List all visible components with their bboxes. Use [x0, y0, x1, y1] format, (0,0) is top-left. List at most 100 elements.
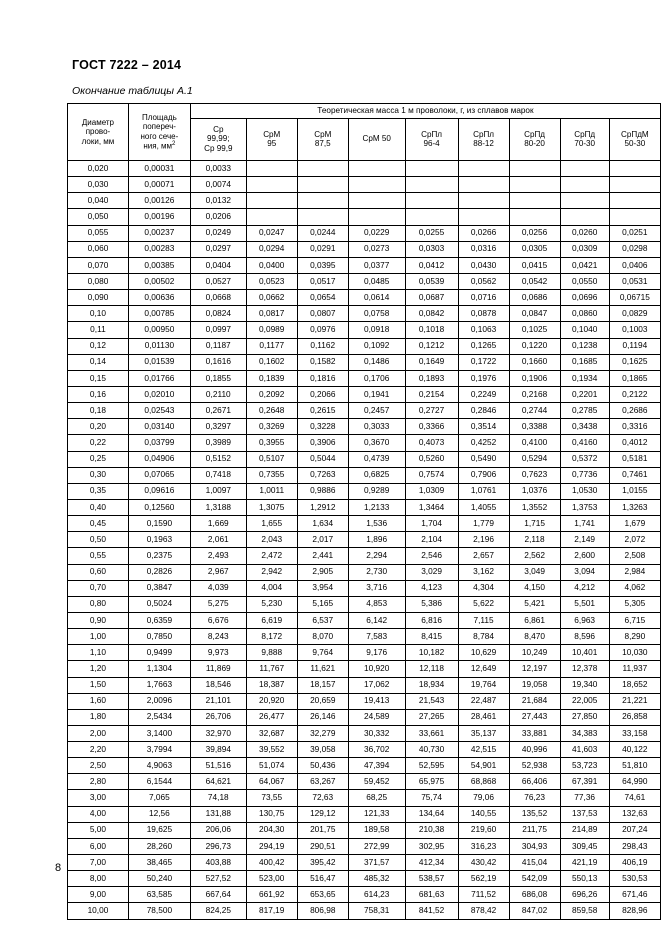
cell-area: 0,00237 [127, 224, 191, 242]
cell-mass: 0,1063 [457, 321, 510, 339]
cell-diameter: 10,00 [67, 902, 129, 920]
cell-mass: 1,0155 [608, 482, 661, 500]
cell-mass: 0,5490 [457, 450, 510, 468]
alloy-7-line2: 70-30 [574, 139, 596, 149]
cell-mass [559, 192, 610, 210]
cell-mass: 0,0291 [296, 240, 349, 258]
cell-mass: 6,676 [189, 611, 247, 630]
cell-mass: 0,9289 [347, 482, 406, 500]
cell-mass: 5,501 [559, 595, 610, 613]
cell-mass: 681,63 [404, 886, 459, 904]
cell-mass: 0,0309 [559, 240, 610, 258]
cell-mass: 54,901 [457, 757, 510, 775]
cell-mass: 0,0807 [296, 305, 349, 323]
cell-mass: 0,1941 [347, 385, 406, 404]
cell-mass: 0,0297 [189, 240, 247, 258]
cell-mass: 10,920 [347, 660, 406, 678]
cell-mass: 34,383 [559, 724, 610, 743]
cell-mass: 847,02 [508, 902, 561, 920]
cell-mass: 614,23 [347, 886, 406, 904]
cell-mass: 0,0132 [189, 192, 247, 210]
cell-diameter: 0,22 [67, 434, 129, 452]
cell-mass: 1,0376 [508, 482, 561, 500]
cell-mass: 1,3263 [608, 498, 661, 517]
cell-mass: 135,52 [508, 805, 561, 823]
table-row: 0,10 0,00785 0,0824 0,0817 0,0807 0,0758 0,084… [67, 305, 661, 323]
cell-area: 0,02010 [127, 385, 191, 404]
cell-mass: 3,094 [559, 563, 610, 581]
cell-mass: 1,3075 [245, 498, 298, 517]
cell-mass: 40,996 [508, 741, 561, 759]
table-row: 1,50 1,7663 18,546 18,387 18,157 17,062 18,934… [67, 676, 661, 694]
header-diameter-line3: локи, мм [81, 136, 115, 146]
cell-mass: 6,619 [245, 611, 298, 630]
cell-area: 0,00283 [127, 240, 191, 258]
cell-diameter: 0,020 [67, 159, 129, 178]
cell-mass: 2,657 [457, 547, 510, 565]
cell-mass [245, 192, 298, 210]
cell-mass: 0,1816 [296, 369, 349, 387]
cell-mass: 33,661 [404, 724, 459, 743]
alloy-7-line1: СрПд [574, 129, 596, 139]
cell-mass: 50,436 [296, 757, 349, 775]
cell-area: 1,7663 [127, 676, 191, 694]
cell-mass: 0,0412 [404, 256, 459, 274]
cell-mass: 0,0305 [508, 240, 561, 258]
cell-mass: 0,2168 [508, 385, 561, 404]
cell-mass: 11,869 [189, 660, 247, 678]
cell-mass: 0,3670 [347, 434, 406, 452]
cell-mass: 1,536 [347, 515, 406, 533]
cell-mass: 0,0229 [347, 224, 406, 242]
cell-area: 50,240 [127, 870, 191, 888]
cell-mass: 298,43 [608, 837, 661, 856]
table-row: 9,00 63,585 667,64 661,92 653,65 614,23 681,63… [67, 886, 661, 904]
cell-mass: 550,13 [559, 870, 610, 888]
cell-mass: 51,810 [608, 757, 661, 775]
cell-mass: 0,1616 [189, 353, 247, 371]
cell-mass: 0,1865 [608, 369, 661, 387]
cell-mass: 758,31 [347, 902, 406, 920]
cell-mass: 21,684 [508, 692, 561, 710]
cell-mass: 0,3297 [189, 418, 247, 436]
cell-mass: 0,0251 [608, 224, 661, 242]
cell-diameter: 0,55 [67, 547, 129, 565]
cell-mass: 0,0878 [457, 305, 510, 323]
cell-mass: 21,221 [608, 692, 661, 710]
cell-mass [608, 159, 661, 178]
cell-mass: 0,1162 [296, 337, 349, 355]
cell-mass: 0,1040 [559, 321, 610, 339]
cell-diameter: 7,00 [67, 854, 129, 872]
cell-mass: 8,172 [245, 628, 298, 646]
cell-mass: 0,0415 [508, 256, 561, 274]
cell-mass: 214,89 [559, 821, 610, 839]
alloy-8-line1: СрПдМ [621, 129, 649, 139]
cell-mass: 35,137 [457, 724, 510, 743]
cell-mass: 211,75 [508, 821, 561, 839]
table-row: 0,80 0,5024 5,275 5,230 5,165 4,853 5,386 5,622… [67, 595, 661, 613]
cell-mass: 1,704 [404, 515, 459, 533]
cell-mass: 0,2201 [559, 385, 610, 404]
cell-mass: 4,039 [189, 579, 247, 597]
cell-area: 7,065 [127, 789, 191, 807]
cell-diameter: 1,80 [67, 708, 129, 726]
cell-mass: 0,0244 [296, 224, 349, 242]
cell-mass: 0,7263 [296, 466, 349, 484]
cell-area: 0,2826 [127, 563, 191, 581]
cell-mass: 0,3316 [608, 418, 661, 436]
cell-mass: 1,4055 [457, 498, 510, 517]
cell-mass: 1,0309 [404, 482, 459, 500]
cell-mass [296, 192, 349, 210]
cell-mass: 4,062 [608, 579, 661, 597]
cell-mass: 4,123 [404, 579, 459, 597]
cell-mass: 0,7355 [245, 466, 298, 484]
cell-mass: 68,25 [347, 789, 406, 807]
cell-mass: 0,0485 [347, 272, 406, 291]
cell-mass: 430,42 [457, 854, 510, 872]
cell-area: 3,7994 [127, 741, 191, 759]
cell-mass [404, 192, 459, 210]
cell-area: 0,01130 [127, 337, 191, 355]
cell-mass: 0,1187 [189, 337, 247, 355]
cell-mass: 63,267 [296, 773, 349, 791]
table-row: 0,50 0,1963 2,061 2,043 2,017 1,896 2,104 2,196… [67, 531, 661, 549]
alloy-8-line2: 50-30 [624, 139, 646, 149]
